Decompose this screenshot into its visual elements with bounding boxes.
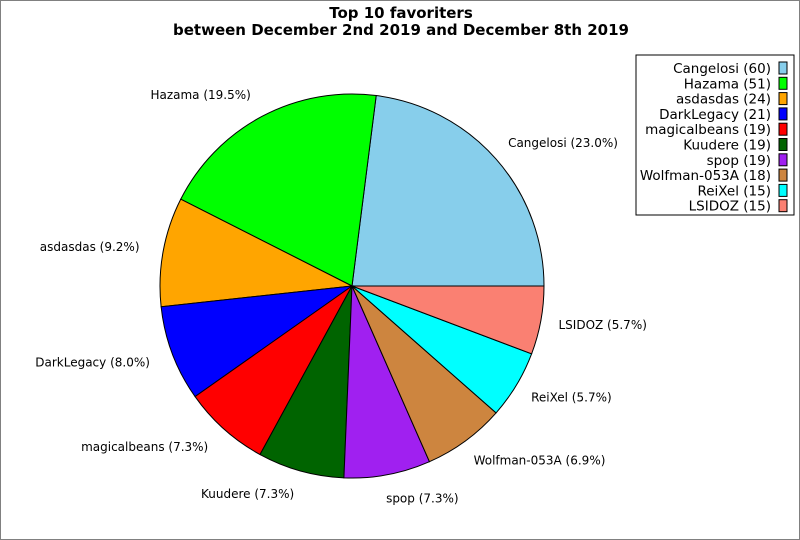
- slice-label-darklegacy: DarkLegacy (8.0%): [35, 355, 150, 369]
- slice-label-asdasdas: asdasdas (9.2%): [40, 240, 140, 254]
- legend-swatch-asdasdas: [778, 92, 788, 106]
- slice-label-reixel: ReiXel (5.7%): [531, 390, 612, 404]
- legend-label-wolfman-053a: Wolfman-053A (18): [640, 168, 771, 184]
- chart-title-line-1: Top 10 favoriters: [329, 4, 473, 22]
- legend-label-reixel: ReiXel (15): [697, 183, 771, 199]
- pie-slice-lsidoz: [351, 285, 545, 355]
- pie-slice-darklegacy: [160, 285, 354, 398]
- legend-swatch-darklegacy: [778, 107, 788, 121]
- legend-swatch-wolfman-053a: [778, 168, 788, 182]
- legend-swatch-magicalbeans: [778, 122, 788, 136]
- slice-label-wolfman-053a: Wolfman-053A (6.9%): [474, 453, 606, 467]
- legend-swatch-kuudere: [778, 138, 788, 151]
- legend-label-magicalbeans: magicalbeans (19): [645, 122, 771, 138]
- pie-slice-hazama: [180, 93, 377, 287]
- legend-swatch-spop: [778, 153, 788, 167]
- slice-label-magicalbeans: magicalbeans (7.3%): [81, 440, 208, 454]
- slice-label-spop: spop (7.3%): [386, 491, 459, 505]
- legend-swatch-lsidoz: [778, 199, 788, 213]
- slice-label-lsidoz: LSIDOZ (5.7%): [558, 318, 646, 332]
- legend-label-darklegacy: DarkLegacy (21): [659, 107, 771, 123]
- pie-slice-asdasdas: [159, 198, 354, 308]
- legend-label-cangelosi: Cangelosi (60): [673, 61, 771, 77]
- legend-label-kuudere: Kuudere (19): [683, 138, 771, 154]
- legend-box: [635, 54, 795, 216]
- legend-label-hazama: Hazama (51): [684, 76, 771, 92]
- legend-swatch-reixel: [778, 183, 788, 197]
- legend-swatch-hazama: [778, 76, 788, 90]
- legend-label-asdasdas: asdasdas (24): [676, 92, 771, 108]
- slice-label-cangelosi: Cangelosi (23.0%): [508, 136, 618, 150]
- slice-label-hazama: Hazama (19.5%): [150, 88, 250, 102]
- legend: Cangelosi (60)Hazama (51)asdasdas (24)Da…: [635, 54, 795, 216]
- legend-label-spop: spop (19): [707, 153, 771, 169]
- legend-label-lsidoz: LSIDOZ (15): [689, 199, 771, 215]
- slice-label-kuudere: Kuudere (7.3%): [201, 487, 294, 501]
- legend-swatch-cangelosi: [778, 61, 788, 75]
- pie-slice-cangelosi: [351, 94, 545, 287]
- chart-title-line-2: between December 2nd 2019 and December 8…: [173, 21, 629, 39]
